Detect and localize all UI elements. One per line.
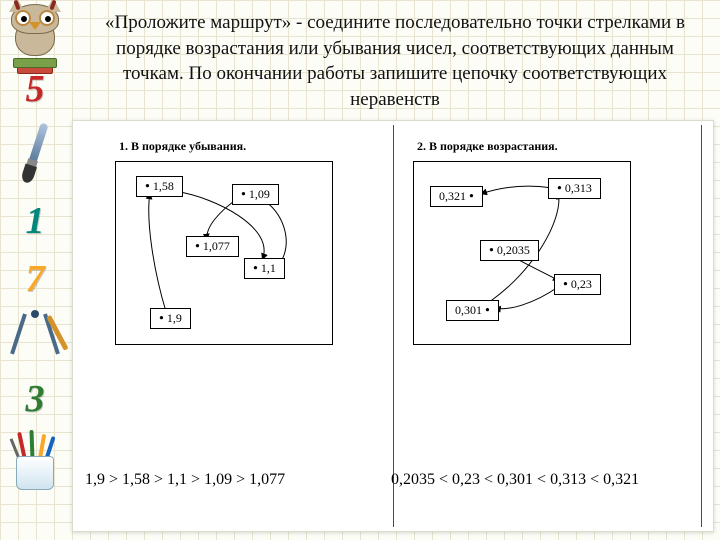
value-node: • 1,9	[150, 308, 191, 329]
value-node: • 1,09	[232, 184, 279, 205]
instruction-text: «Проложите маршрут» - соедините последов…	[80, 6, 710, 117]
owl-icon	[7, 4, 63, 64]
value-node: • 0,23	[554, 274, 601, 295]
decor-digit-5: 5	[26, 70, 45, 108]
exercise-1-answer: 1,9 > 1,58 > 1,1 > 1,09 > 1,077	[85, 471, 285, 489]
value-node: • 1,58	[136, 176, 183, 197]
vertical-divider-1	[393, 125, 394, 527]
decor-digit-3: 3	[26, 380, 45, 418]
value-node: • 0,313	[548, 178, 601, 199]
compass-icon	[13, 308, 57, 360]
content-panel: 1. В порядке убывания. 2. В порядке возр…	[72, 120, 714, 532]
decor-digit-7: 7	[26, 260, 45, 298]
value-node: • 1,1	[244, 258, 285, 279]
exercise-2-answer: 0,2035 < 0,23 < 0,301 < 0,313 < 0,321	[391, 471, 639, 489]
left-decor-strip: 5 1 7 3	[0, 0, 70, 540]
value-node: 0,321 •	[430, 186, 483, 207]
value-node: 0,301 •	[446, 300, 499, 321]
value-node: • 1,077	[186, 236, 239, 257]
vertical-divider-2	[701, 125, 702, 527]
value-node: • 0,2035	[480, 240, 539, 261]
exercise-2-diagram: 0,321 • • 0,313 • 0,2035 • 0,23 0,301 •	[413, 161, 631, 345]
exercise-1-title: 1. В порядке убывания.	[119, 139, 246, 154]
exercise-2-title: 2. В порядке возрастания.	[417, 139, 558, 154]
paintbrush-icon	[21, 122, 48, 185]
pencil-cup-icon	[10, 430, 60, 490]
decor-digit-1: 1	[26, 202, 45, 240]
exercise-1-diagram: • 1,58 • 1,09 • 1,077• 1,1 • 1,9	[115, 161, 333, 345]
